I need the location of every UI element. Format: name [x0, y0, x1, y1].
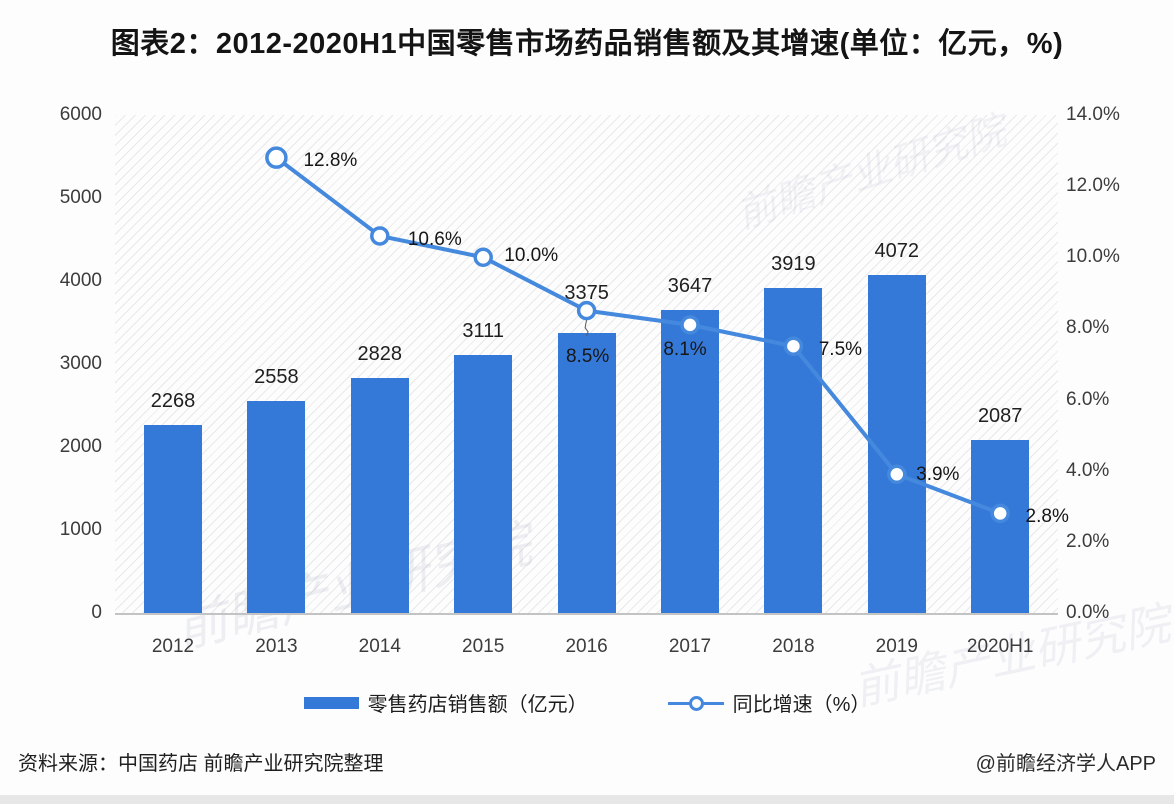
y-axis-right-tick: 14.0%	[1066, 104, 1120, 125]
growth-point-label: 10.6%	[407, 228, 462, 250]
legend-item-sales: 零售药店销售额（亿元）	[303, 688, 588, 717]
bar-2017	[661, 310, 719, 613]
bar-value-label: 3375	[564, 281, 609, 304]
growth-point-label: 2.8%	[1025, 506, 1069, 528]
growth-trend-line	[274, 155, 1003, 516]
bar-2020H1	[971, 439, 1030, 613]
legend-item-growth: 同比增速（%）	[667, 688, 871, 717]
growth-point-label: 8.1%	[663, 338, 707, 360]
y-axis-right-tick: 4.0%	[1066, 459, 1110, 481]
y-axis-right-tick: 10.0%	[1066, 246, 1120, 268]
growth-trend-line-layer	[265, 146, 1010, 524]
growth-point-marker	[576, 300, 597, 321]
growth-point-marker	[473, 247, 493, 268]
bar-2015	[454, 354, 513, 613]
y-axis-right-tick: 8.0%	[1066, 317, 1110, 339]
x-axis-label-2019: 2019	[875, 636, 918, 657]
bar-2019	[867, 275, 926, 613]
growth-point-marker	[265, 146, 288, 169]
x-axis-label-2018: 2018	[772, 636, 815, 657]
y-axis-left-tick: 1000	[59, 519, 102, 540]
bar-2014	[350, 378, 409, 613]
bar-value-label: 3647	[667, 275, 713, 298]
bar-value-label: 2268	[150, 389, 196, 412]
bar-2013	[247, 400, 306, 613]
bar-value-label: 2087	[977, 404, 1023, 427]
x-axis-label-2017: 2017	[668, 636, 712, 657]
y-axis-right-tick: 0.0%	[1066, 602, 1110, 623]
line-series-swatch	[667, 695, 724, 711]
growth-point-marker	[680, 315, 700, 335]
bottom-strip	[0, 795, 1174, 804]
bar-value-label: 2558	[254, 365, 299, 388]
credit-text: @前瞻经济学人APP	[975, 753, 1156, 775]
label-leader-line	[584, 319, 589, 337]
growth-point-marker	[370, 226, 390, 246]
bar-2016	[557, 332, 616, 613]
source-text: 资料来源：中国药店 前瞻产业研究院整理	[18, 753, 384, 775]
y-axis-right-tick: 2.0%	[1066, 530, 1110, 552]
x-axis-label-2015: 2015	[462, 636, 505, 657]
bar-2012	[144, 424, 202, 613]
growth-point-marker	[887, 464, 907, 485]
y-axis-left-tick: 4000	[59, 270, 102, 291]
growth-point-label: 10.0%	[504, 245, 559, 267]
legend-label-sales: 零售药店销售额（亿元）	[367, 694, 588, 716]
y-axis-left-tick: 2000	[59, 436, 102, 457]
bar-value-label: 2828	[357, 343, 403, 366]
growth-point-label: 12.8%	[303, 149, 358, 171]
y-axis-left-tick: 5000	[59, 187, 102, 208]
bar-value-label: 3919	[771, 252, 816, 275]
x-axis-label-2012: 2012	[151, 636, 195, 657]
y-axis-right-tick: 6.0%	[1066, 388, 1110, 410]
line-swatch-marker-icon	[688, 695, 704, 711]
growth-point-marker	[990, 503, 1010, 524]
x-axis-label-2016: 2016	[565, 636, 608, 657]
bar-series-swatch	[303, 696, 359, 709]
bar-value-label: 3111	[462, 319, 504, 342]
y-axis-left-tick: 0	[91, 602, 102, 623]
growth-point-label: 8.5%	[565, 345, 610, 367]
growth-point-marker	[783, 336, 804, 356]
x-axis-label-2013: 2013	[255, 636, 298, 657]
growth-point-label: 3.9%	[916, 464, 960, 486]
x-axis-label-2014: 2014	[358, 636, 401, 657]
plot-area: 2268 2558 2828 3111 3375 3647 3919 4072 2087 12.8…	[115, 115, 1069, 615]
y-axis-right-tick: 12.0%	[1066, 175, 1120, 197]
y-axis-left-tick: 6000	[59, 104, 102, 125]
chart-title: 图表2：2012-2020H1中国零售市场药品销售额及其增速(单位：亿元，%)	[110, 28, 1064, 60]
x-axis-label-2020H1: 2020H1	[966, 636, 1034, 657]
legend-label-growth: 同比增速（%）	[732, 694, 871, 716]
legend: 零售药店销售额（亿元） 同比增速（%）	[0, 688, 1174, 717]
y-axis-left-tick: 3000	[59, 353, 102, 374]
bar-value-label: 4072	[874, 240, 920, 263]
growth-point-label: 7.5%	[818, 339, 863, 361]
